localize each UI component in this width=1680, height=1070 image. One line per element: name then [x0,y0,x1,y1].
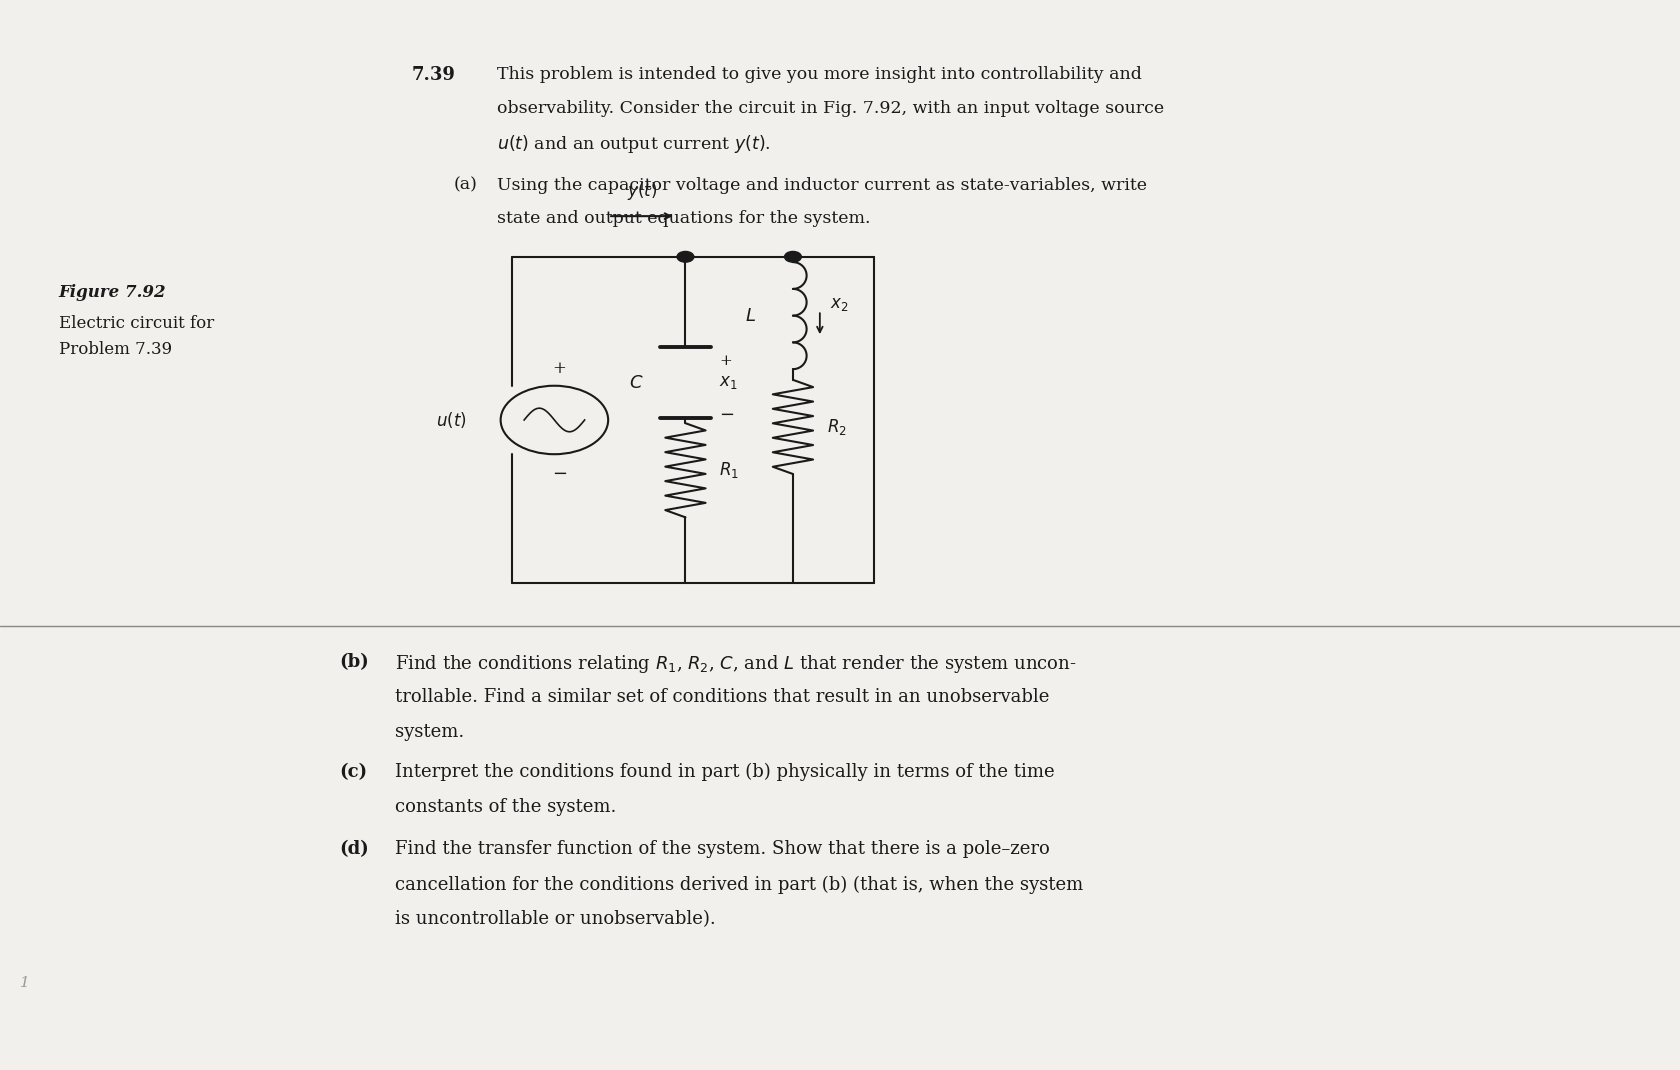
Text: Problem 7.39: Problem 7.39 [59,341,171,358]
Text: Figure 7.92: Figure 7.92 [59,284,166,301]
Text: This problem is intended to give you more insight into controllability and: This problem is intended to give you mor… [497,66,1142,83]
Text: observability. Consider the circuit in Fig. 7.92, with an input voltage source: observability. Consider the circuit in F… [497,100,1164,117]
Text: $R_1$: $R_1$ [719,460,739,480]
Text: −: − [551,464,568,483]
Text: is uncontrollable or unobservable).: is uncontrollable or unobservable). [395,911,716,929]
Text: (d): (d) [339,840,370,858]
Circle shape [785,251,801,262]
Text: $R_2$: $R_2$ [827,417,847,437]
Text: trollable. Find a similar set of conditions that result in an unobservable: trollable. Find a similar set of conditi… [395,688,1050,706]
Text: $u(t)$ and an output current $y(t)$.: $u(t)$ and an output current $y(t)$. [497,133,771,155]
Circle shape [677,251,694,262]
Text: Find the transfer function of the system. Show that there is a pole–zero: Find the transfer function of the system… [395,840,1050,858]
Text: 7.39: 7.39 [412,66,455,85]
Text: (c): (c) [339,763,368,781]
Text: (a): (a) [454,177,477,194]
Text: $x_1$: $x_1$ [719,374,738,391]
Text: Interpret the conditions found in part (b) physically in terms of the time: Interpret the conditions found in part (… [395,763,1055,781]
Text: $y(t)$: $y(t)$ [627,180,657,202]
Text: $L$: $L$ [744,307,756,324]
Text: +: + [553,361,566,377]
Text: $u(t)$: $u(t)$ [437,410,467,430]
Text: $x_2$: $x_2$ [830,296,848,314]
Text: 1: 1 [20,976,30,990]
Text: system.: system. [395,723,464,742]
Text: Find the conditions relating $R_1$, $R_2$, $C$, and $L$ that render the system u: Find the conditions relating $R_1$, $R_2… [395,653,1077,675]
Text: $C$: $C$ [628,373,643,392]
Text: Electric circuit for: Electric circuit for [59,315,213,332]
Text: constants of the system.: constants of the system. [395,798,617,816]
Text: state and output equations for the system.: state and output equations for the syste… [497,210,870,227]
Text: cancellation for the conditions derived in part (b) (that is, when the system: cancellation for the conditions derived … [395,875,1084,893]
Text: Using the capacitor voltage and inductor current as state-variables, write: Using the capacitor voltage and inductor… [497,177,1147,194]
Text: +: + [719,354,732,368]
Text: (b): (b) [339,653,370,671]
Text: −: − [719,406,734,424]
